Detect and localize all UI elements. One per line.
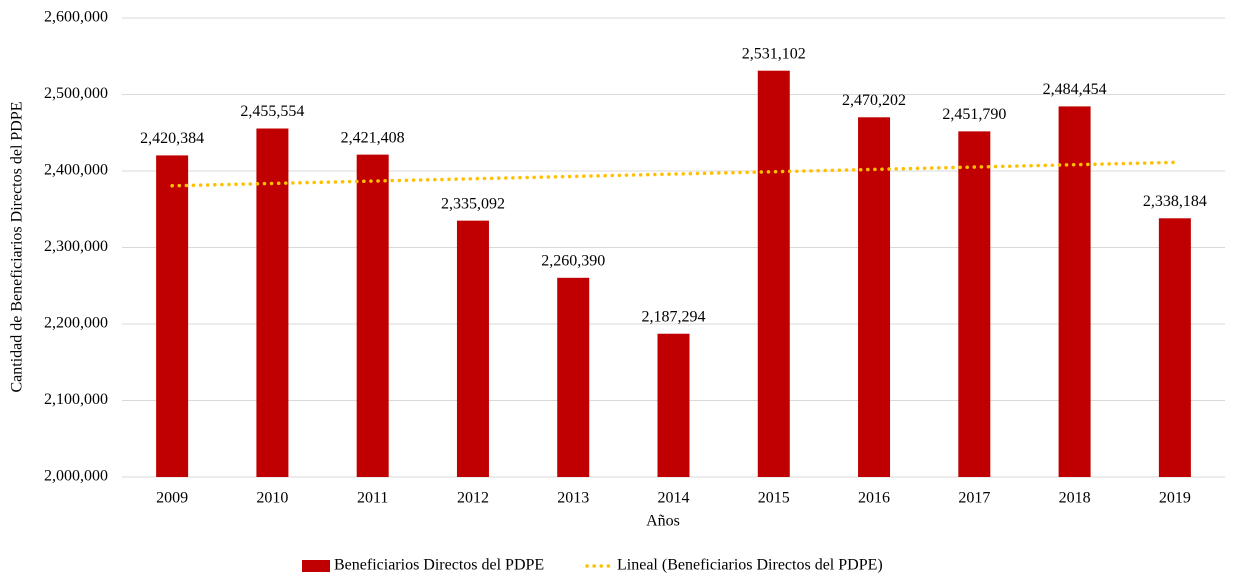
y-tick-label: 2,300,000 [44,238,108,255]
x-tick-label: 2013 [557,490,589,507]
y-tick-label: 2,600,000 [44,9,108,26]
x-tick-label: 2009 [156,490,188,507]
data-label: 2,420,384 [140,130,204,147]
bar [1058,106,1091,477]
bar [557,277,590,477]
data-label: 2,260,390 [541,252,605,269]
bar [858,117,891,477]
y-tick-label: 2,100,000 [44,391,108,408]
x-tick-label: 2016 [858,490,890,507]
x-axis-label: Años [646,513,680,530]
y-axis-label: Cantidad de Beneficiarios Directos del P… [9,101,26,392]
x-tick-label: 2019 [1159,490,1191,507]
data-label: 2,338,184 [1143,193,1207,210]
legend-label: Beneficiarios Directos del PDPE [334,557,544,574]
data-label: 2,531,102 [742,45,806,62]
bar [958,131,991,477]
y-tick-label: 2,200,000 [44,315,108,332]
x-tick-label: 2018 [1059,490,1091,507]
data-label: 2,451,790 [942,106,1006,123]
bar [156,155,189,477]
data-label: 2,484,454 [1043,81,1107,98]
bar [657,333,690,477]
y-tick-label: 2,500,000 [44,85,108,102]
legend-swatch [302,560,330,572]
y-tick-label: 2,400,000 [44,162,108,179]
data-label: 2,455,554 [240,103,304,120]
bar [456,220,489,478]
data-label: 2,335,092 [441,195,505,212]
bar [1158,218,1191,477]
trend-line [170,160,1177,188]
x-tick-label: 2017 [958,490,990,507]
x-tick-label: 2014 [658,490,690,507]
legend-label: Lineal (Beneficiarios Directos del PDPE) [617,557,883,574]
x-tick-label: 2012 [457,490,489,507]
bar [256,128,289,477]
x-tick-label: 2015 [758,490,790,507]
bar [356,154,389,478]
data-label: 2,421,408 [341,129,405,146]
x-tick-label: 2010 [256,490,288,507]
data-label: 2,470,202 [842,92,906,109]
x-tick-label: 2011 [357,490,388,507]
data-label: 2,187,294 [642,308,706,325]
bar [757,70,790,477]
y-tick-label: 2,000,000 [44,468,108,485]
